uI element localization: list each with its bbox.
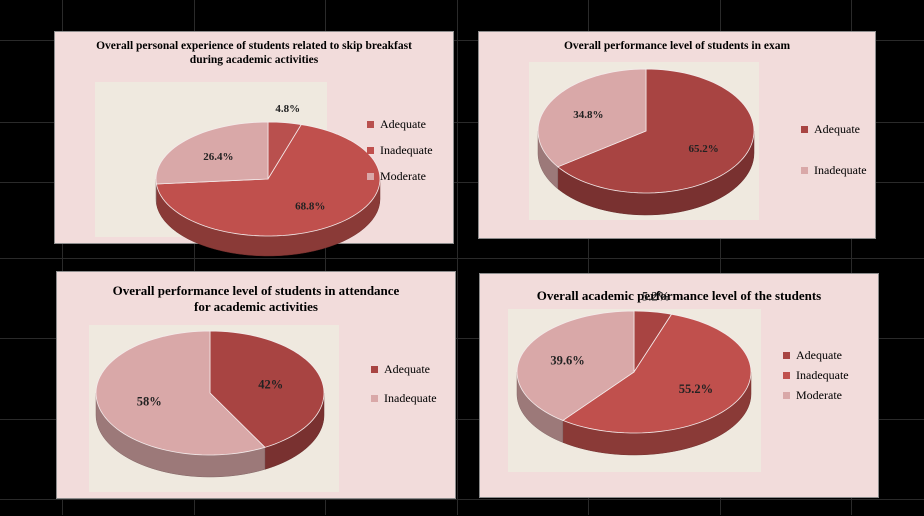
legend-item: Inadequate [783, 368, 849, 383]
legend: Adequate Inadequate Moderate [783, 348, 849, 408]
chart-panel-academic: Overall academic performance level of th… [479, 273, 879, 498]
legend-label: Inadequate [796, 368, 849, 383]
legend-swatch [783, 352, 790, 359]
data-label: 55.2% [679, 382, 713, 396]
legend-swatch [783, 392, 790, 399]
legend-label: Moderate [796, 388, 842, 403]
data-label: 5.2% [642, 290, 670, 304]
legend-label: Adequate [796, 348, 842, 363]
legend-swatch [783, 372, 790, 379]
data-label: 39.6% [550, 353, 584, 367]
legend-item: Adequate [783, 348, 849, 363]
legend-item: Moderate [783, 388, 849, 403]
